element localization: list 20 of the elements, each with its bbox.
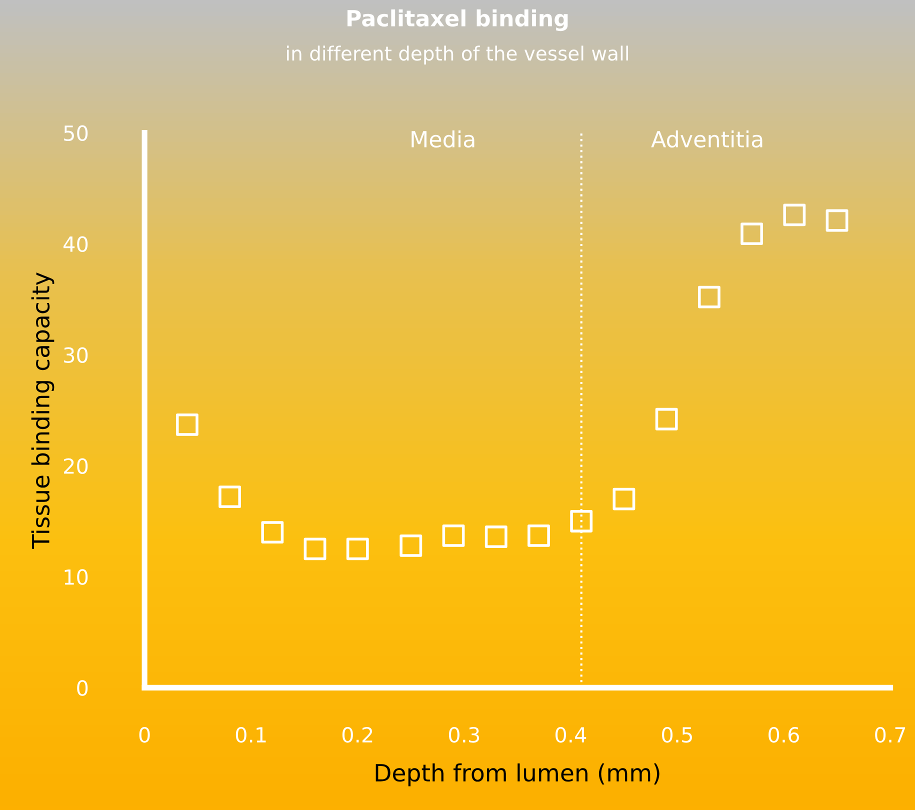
y-tick-label: 40: [64, 236, 88, 252]
y-tick-label: 0: [77, 680, 88, 696]
chart-title: Paclitaxel binding: [348, 9, 568, 32]
y-tick-label: 20: [64, 458, 88, 474]
x-tick-label: 0.5: [662, 726, 692, 743]
annotation: Adventitia: [651, 130, 762, 148]
x-tick-label: 0.2: [342, 726, 372, 743]
x-tick-label: 0.3: [448, 726, 480, 743]
x-tick-label: 0: [139, 726, 150, 743]
y-tick-label: 50: [64, 125, 88, 142]
x-axis-title: Depth from lumen (mm): [376, 763, 660, 786]
x-tick-label: 0.7: [875, 726, 906, 743]
x-tick-label: 0.4: [556, 726, 586, 743]
annotation: Media: [412, 130, 474, 148]
x-tick-label: 0.6: [768, 726, 800, 743]
y-tick-label: 10: [64, 569, 88, 585]
chart-subtitle: in different depth of the vessel wall: [287, 46, 628, 64]
y-axis-title: Tissue binding capacity: [31, 272, 54, 549]
x-tick-label: 0.1: [236, 726, 266, 743]
y-tick-label: 30: [64, 347, 88, 363]
